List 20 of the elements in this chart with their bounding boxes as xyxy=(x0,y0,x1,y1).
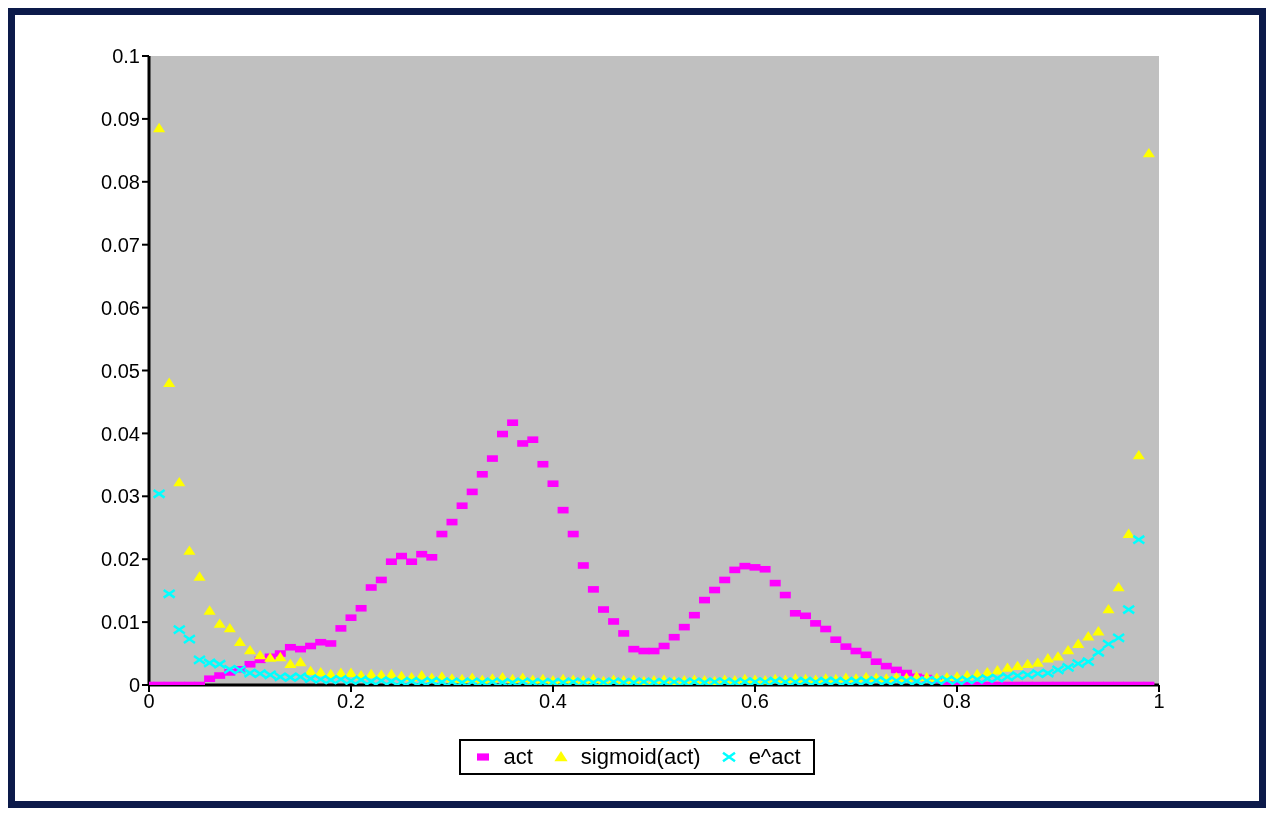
x-tick-label: 0.2 xyxy=(337,690,365,713)
legend-label: sigmoid(act) xyxy=(580,744,701,770)
y-tick-label: 0.07 xyxy=(101,233,140,256)
legend-label: e^act xyxy=(748,744,801,770)
y-tick-label: 0.09 xyxy=(101,108,140,130)
x-tick-label: 0.8 xyxy=(943,690,971,713)
y-tick-label: 0 xyxy=(128,674,140,697)
y-tick-label: 0.02 xyxy=(101,548,140,571)
y-tick-label: 0.06 xyxy=(101,296,140,319)
x-tick-label: 0 xyxy=(143,690,155,713)
y-tick-label: 0.04 xyxy=(101,422,140,445)
y-tick-label: 0.1 xyxy=(112,45,140,68)
x-tick-label: 0.6 xyxy=(741,690,769,713)
y-tick-label: 0.03 xyxy=(101,485,140,508)
y-tick-label: 0.05 xyxy=(101,359,140,382)
x-tick-label: 0.4 xyxy=(539,690,567,713)
x-tick-label: 1 xyxy=(1153,690,1165,713)
y-tick-label: 0.08 xyxy=(101,170,140,193)
legend-label: act xyxy=(503,744,533,770)
y-tick-label: 0.01 xyxy=(101,611,140,634)
